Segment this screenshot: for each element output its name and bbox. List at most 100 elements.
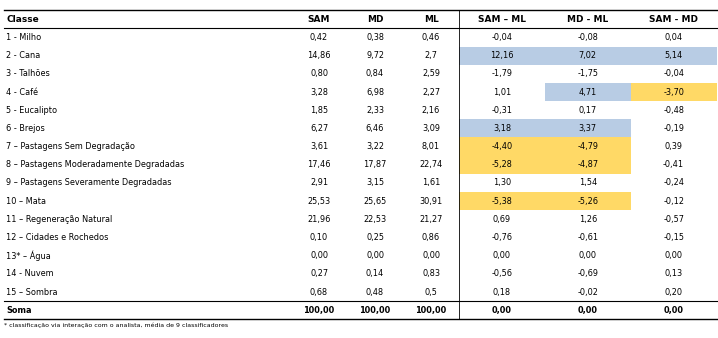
Text: ML: ML [424,15,439,24]
Text: Soma: Soma [6,306,32,315]
Text: 1,61: 1,61 [421,178,440,188]
Text: 3,28: 3,28 [310,88,328,97]
Text: 0,00: 0,00 [492,306,512,315]
Bar [545,156,630,174]
Text: 1 - Milho: 1 - Milho [6,33,42,42]
Bar [545,119,630,138]
Text: -0,57: -0,57 [663,215,684,224]
Text: 22,53: 22,53 [363,215,386,224]
Text: 0,84: 0,84 [366,69,384,78]
Text: 9 – Pastagens Severamente Degradadas: 9 – Pastagens Severamente Degradadas [6,178,172,188]
Text: 1,85: 1,85 [310,106,328,115]
Text: -5,28: -5,28 [492,160,513,169]
Text: -0,56: -0,56 [491,269,513,279]
Bar [459,138,545,156]
Text: -4,79: -4,79 [577,142,598,151]
Bar [459,47,545,65]
Text: 2 - Cana: 2 - Cana [6,51,41,60]
Text: 0,17: 0,17 [579,106,597,115]
Text: 9,72: 9,72 [366,51,384,60]
Text: SAM - MD: SAM - MD [649,15,698,24]
Text: 5 - Eucalipto: 5 - Eucalipto [6,106,57,115]
Text: -0,41: -0,41 [663,160,684,169]
Text: 0,83: 0,83 [422,269,440,279]
Text: 0,00: 0,00 [422,251,440,260]
Text: 0,39: 0,39 [665,142,683,151]
Text: 100,00: 100,00 [360,306,391,315]
Text: 25,65: 25,65 [363,197,386,206]
Text: -0,04: -0,04 [491,33,513,42]
Text: 0,25: 0,25 [366,233,384,242]
Text: -0,31: -0,31 [491,106,513,115]
Text: -0,02: -0,02 [577,288,598,297]
Bar [545,192,630,210]
Text: -0,24: -0,24 [663,178,684,188]
Text: 0,10: 0,10 [310,233,328,242]
Text: 2,27: 2,27 [422,88,440,97]
Bar [630,47,717,65]
Text: 3,22: 3,22 [366,142,384,151]
Text: -0,61: -0,61 [577,233,598,242]
Text: 10 – Mata: 10 – Mata [6,197,47,206]
Text: 0,80: 0,80 [310,69,328,78]
Text: -5,26: -5,26 [577,197,598,206]
Text: -4,87: -4,87 [577,160,598,169]
Text: 1,26: 1,26 [579,215,597,224]
Text: 3,37: 3,37 [579,124,597,133]
Text: 3,09: 3,09 [422,124,440,133]
Text: 100,00: 100,00 [416,306,447,315]
Text: 0,18: 0,18 [493,288,511,297]
Text: 0,20: 0,20 [665,288,683,297]
Text: 11 – Regeneração Natural: 11 – Regeneração Natural [6,215,113,224]
Text: -5,38: -5,38 [492,197,513,206]
Text: 6,46: 6,46 [365,124,384,133]
Text: 0,48: 0,48 [366,288,384,297]
Bar [545,138,630,156]
Text: 17,87: 17,87 [363,160,386,169]
Text: 1,01: 1,01 [493,88,511,97]
Bar [545,47,630,65]
Text: 100,00: 100,00 [304,306,335,315]
Bar [545,83,630,101]
Text: MD: MD [367,15,383,24]
Text: 13* – Água: 13* – Água [6,250,51,261]
Text: 5,14: 5,14 [665,51,683,60]
Text: 0,42: 0,42 [310,33,328,42]
Text: -0,76: -0,76 [491,233,513,242]
Text: 1,30: 1,30 [493,178,511,188]
Text: Classe: Classe [6,15,39,24]
Text: 3,15: 3,15 [366,178,384,188]
Text: 25,53: 25,53 [307,197,330,206]
Text: 2,33: 2,33 [366,106,384,115]
Text: 0,00: 0,00 [665,251,683,260]
Text: -4,40: -4,40 [491,142,513,151]
Text: 0,00: 0,00 [663,306,684,315]
Text: 3,61: 3,61 [310,142,328,151]
Text: 0,14: 0,14 [366,269,384,279]
Text: 2,59: 2,59 [422,69,440,78]
Text: 0,46: 0,46 [422,33,440,42]
Text: 0,5: 0,5 [424,288,437,297]
Text: 14,86: 14,86 [307,51,331,60]
Text: 0,13: 0,13 [665,269,683,279]
Text: 21,96: 21,96 [307,215,331,224]
Text: 7 – Pastagens Sem Degradação: 7 – Pastagens Sem Degradação [6,142,136,151]
Text: 3 - Talhões: 3 - Talhões [6,69,50,78]
Text: 30,91: 30,91 [419,197,442,206]
Bar [459,156,545,174]
Text: 2,91: 2,91 [310,178,328,188]
Text: 0,38: 0,38 [366,33,384,42]
Text: 21,27: 21,27 [419,215,442,224]
Text: 0,00: 0,00 [366,251,384,260]
Bar [630,83,717,101]
Bar [459,119,545,138]
Text: 4 - Café: 4 - Café [6,88,39,97]
Text: 12,16: 12,16 [490,51,513,60]
Text: 8,01: 8,01 [422,142,440,151]
Text: 0,00: 0,00 [310,251,328,260]
Text: 22,74: 22,74 [419,160,442,169]
Text: 0,00: 0,00 [579,251,597,260]
Text: 3,18: 3,18 [493,124,511,133]
Text: 0,69: 0,69 [493,215,511,224]
Text: 15 – Sombra: 15 – Sombra [6,288,58,297]
